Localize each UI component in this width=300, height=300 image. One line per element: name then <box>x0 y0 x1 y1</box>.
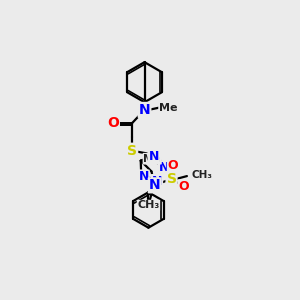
Text: CH₃: CH₃ <box>191 170 212 180</box>
Text: N: N <box>148 150 159 163</box>
Text: N: N <box>159 161 169 175</box>
Text: N: N <box>139 103 150 117</box>
Text: CH₃: CH₃ <box>137 200 160 210</box>
Text: O: O <box>178 180 189 194</box>
Text: O: O <box>107 116 119 130</box>
Text: N: N <box>152 175 162 188</box>
Text: Me: Me <box>159 103 178 112</box>
Text: N: N <box>138 170 149 184</box>
Text: N: N <box>149 178 161 192</box>
Text: O: O <box>168 159 178 172</box>
Text: S: S <box>167 172 176 186</box>
Text: Me: Me <box>143 154 161 164</box>
Text: S: S <box>127 144 137 158</box>
